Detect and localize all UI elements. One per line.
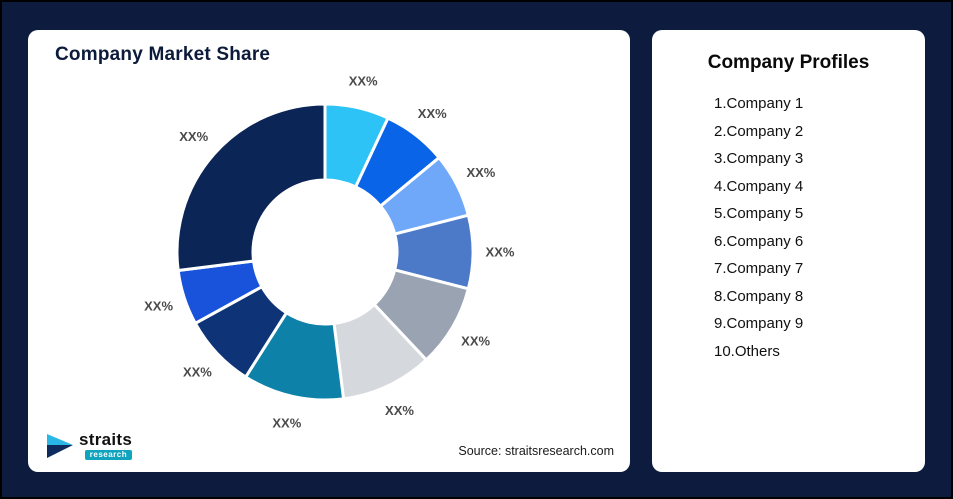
market-share-title: Company Market Share bbox=[55, 44, 271, 65]
chart-percent-label: XX% bbox=[144, 299, 173, 314]
chart-percent-label: XX% bbox=[466, 165, 495, 180]
company-list-item: 9.Company 9 bbox=[714, 315, 804, 332]
company-list-item: 3.Company 3 bbox=[714, 150, 804, 167]
chart-percent-label: XX% bbox=[418, 106, 447, 121]
donut-chart: XX% XX% XX% XX% XX% XX% XX% XX% XX% XX% bbox=[144, 74, 515, 431]
company-profiles-card: Company Profiles 1.Company 1 2.Company 2 3… bbox=[652, 30, 925, 472]
company-list-item: 1.Company 1 bbox=[714, 95, 804, 112]
chart-percent-label: XX% bbox=[486, 245, 515, 260]
source-text: Source: straitsresearch.com bbox=[458, 444, 614, 458]
company-list-item: 10.Others bbox=[714, 342, 780, 360]
chart-percent-label: XX% bbox=[179, 129, 208, 144]
company-list-item: 2.Company 2 bbox=[714, 122, 804, 140]
company-list: 1.Company 1 2.Company 2 3.Company 3 4.Compa… bbox=[652, 90, 925, 365]
company-list-item: 4.Company 4 bbox=[714, 177, 804, 195]
straits-logo-icon bbox=[47, 433, 73, 458]
company-list-item: 6.Company 6 bbox=[714, 232, 804, 250]
chart-percent-label: XX% bbox=[349, 74, 378, 89]
straits-logo-text: straits research bbox=[79, 430, 133, 460]
logo-subtitle: research bbox=[84, 450, 133, 460]
chart-percent-label: XX% bbox=[385, 403, 414, 418]
straits-logo: straits research bbox=[46, 430, 133, 460]
company-profiles-title: Company Profiles bbox=[707, 52, 870, 73]
company-list-item: 7.Company 7 bbox=[714, 260, 804, 277]
chart-percent-label: XX% bbox=[183, 364, 212, 379]
logo-name: straits bbox=[79, 430, 133, 449]
chart-percent-label: XX% bbox=[461, 334, 490, 349]
chart-percent-label: XX% bbox=[272, 415, 301, 430]
company-list-item: 5.Company 5 bbox=[714, 205, 804, 222]
market-share-card: Company Market Share XX% XX% XX% XX% XX% XX% X… bbox=[28, 30, 630, 472]
company-list-item: 8.Company 8 bbox=[714, 287, 804, 305]
donut-slice bbox=[175, 102, 327, 273]
